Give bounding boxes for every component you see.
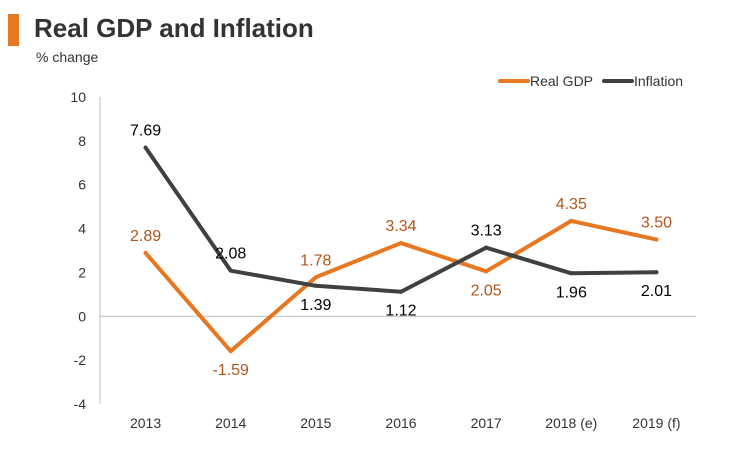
data-point-inflation bbox=[569, 271, 574, 276]
data-point-real-gdp bbox=[484, 269, 489, 274]
y-tick-label: 2 bbox=[78, 264, 86, 280]
x-axis: 2013 2014 2015 2016 2017 2018 (e) 2019 (f) bbox=[100, 315, 696, 431]
data-point-inflation bbox=[399, 289, 403, 294]
data-point-inflation bbox=[143, 145, 148, 150]
x-tick-label: 2014 bbox=[215, 415, 246, 431]
data-label-inflation: 1.39 bbox=[300, 297, 331, 314]
data-point-real-gdp bbox=[654, 237, 659, 242]
y-tick-label: -4 bbox=[74, 396, 87, 412]
legend: Real GDP Inflation bbox=[498, 73, 683, 89]
y-tick-label: -2 bbox=[74, 352, 87, 368]
data-label-inflation: 7.69 bbox=[130, 123, 161, 140]
x-tick-label: 2013 bbox=[130, 415, 161, 431]
y-tick-label: 8 bbox=[78, 133, 86, 149]
data-label-inflation: 2.08 bbox=[215, 246, 246, 263]
data-point-real-gdp bbox=[313, 275, 318, 280]
data-label-real-gdp: 2.05 bbox=[471, 282, 502, 299]
data-label-inflation: 3.13 bbox=[471, 223, 502, 240]
legend-label-real-gdp: Real GDP bbox=[530, 73, 593, 89]
data-labels: 2.89 -1.59 1.78 3.34 2.05 4.35 3.50 7.69 2.08 1.3… bbox=[130, 123, 672, 379]
data-label-real-gdp: 1.78 bbox=[300, 252, 331, 269]
data-point-real-gdp bbox=[228, 349, 233, 354]
title-accent-bar bbox=[8, 14, 19, 46]
y-axis: 10 8 6 4 2 0 -2 -4 bbox=[70, 89, 101, 412]
x-tick-label: 2016 bbox=[385, 415, 416, 431]
data-label-real-gdp: 3.34 bbox=[385, 218, 416, 235]
data-point-inflation bbox=[654, 270, 659, 275]
x-tick-label: 2015 bbox=[300, 415, 331, 431]
data-label-inflation: 1.12 bbox=[385, 303, 416, 320]
data-point-inflation bbox=[484, 245, 489, 250]
data-label-real-gdp: -1.59 bbox=[212, 362, 249, 379]
y-tick-label: 6 bbox=[78, 177, 86, 193]
series-layer bbox=[143, 145, 659, 354]
data-point-inflation bbox=[228, 268, 233, 273]
data-label-inflation: 2.01 bbox=[641, 283, 672, 300]
data-point-real-gdp bbox=[569, 218, 574, 223]
y-tick-label: 0 bbox=[78, 308, 86, 324]
data-label-real-gdp: 3.50 bbox=[641, 215, 672, 232]
data-point-inflation bbox=[313, 283, 318, 288]
legend-label-inflation: Inflation bbox=[634, 73, 683, 89]
x-tick-label: 2017 bbox=[471, 415, 502, 431]
x-tick-label: 2019 (f) bbox=[632, 415, 680, 431]
data-point-real-gdp bbox=[143, 250, 148, 255]
y-tick-label: 10 bbox=[70, 89, 86, 105]
y-tick-label: 4 bbox=[78, 221, 86, 237]
chart-title: Real GDP and Inflation bbox=[34, 13, 314, 43]
data-point-real-gdp bbox=[399, 241, 403, 246]
data-label-real-gdp: 4.35 bbox=[556, 196, 587, 213]
data-label-real-gdp: 2.89 bbox=[130, 228, 161, 245]
chart-subtitle: % change bbox=[36, 49, 99, 65]
legend-item-real-gdp: Real GDP bbox=[498, 73, 593, 89]
legend-item-inflation: Inflation bbox=[602, 73, 683, 89]
x-tick-label: 2018 (e) bbox=[545, 415, 597, 431]
data-label-inflation: 1.96 bbox=[556, 284, 587, 301]
